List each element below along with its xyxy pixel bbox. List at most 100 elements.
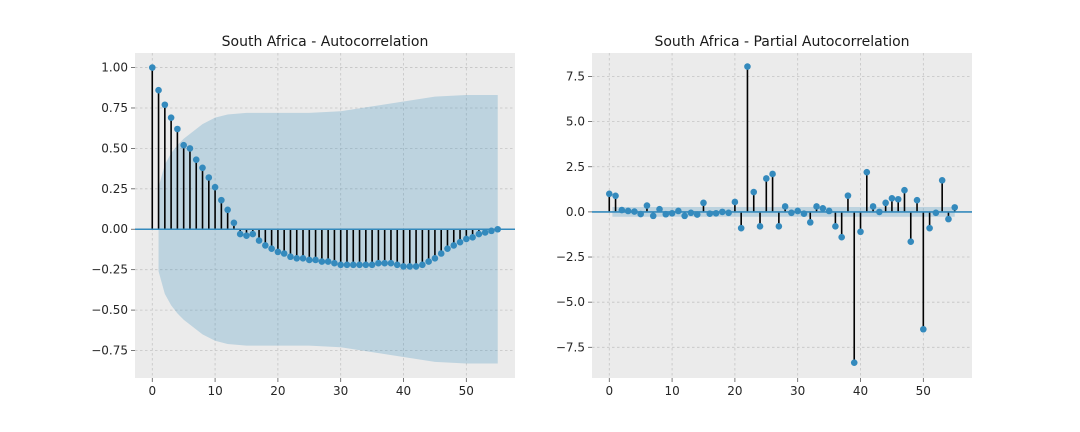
pacf-x-tick-label: 0 <box>605 384 613 398</box>
pacf-point <box>951 204 959 211</box>
acf-y-tick-label: −0.75 <box>91 344 128 358</box>
pacf-y-tick-label: 2.5 <box>566 160 585 174</box>
pacf-point <box>687 209 695 217</box>
acf-point <box>218 196 225 204</box>
pacf-point <box>762 175 770 182</box>
acf-y-tick-label: 0.00 <box>101 222 128 236</box>
pacf-plot-area: 0 10 20 30 40 50 −7.5 −5.0 −2.5 0.0 2.5 5.0 7.5 <box>556 53 972 398</box>
pacf-point <box>693 211 701 218</box>
pacf-x-tick-label: 50 <box>916 384 931 398</box>
acf-y-tick-label: 0.25 <box>101 182 128 196</box>
pacf-point <box>781 203 789 210</box>
pacf-point <box>901 186 908 194</box>
acf-panel: 0 10 20 30 40 50 −0.75 −0.50 −0.25 0.00 0.25 0.50 0.… <box>91 34 515 398</box>
pacf-title: South Africa - Partial Autocorrelation <box>654 34 909 50</box>
acf-point <box>211 183 219 191</box>
acf-point <box>463 235 470 243</box>
acf-point <box>174 125 181 133</box>
acf-point <box>274 248 282 256</box>
acf-point <box>324 258 332 265</box>
pacf-point <box>668 210 676 217</box>
pacf-point <box>706 210 714 217</box>
pacf-point <box>719 208 726 216</box>
acf-point <box>230 219 238 227</box>
acf-point <box>343 261 351 269</box>
acf-point <box>167 114 175 121</box>
pacf-point <box>832 223 839 230</box>
acf-point <box>305 256 313 264</box>
pacf-point <box>725 209 732 217</box>
pacf-point <box>700 199 707 207</box>
acf-point <box>406 263 414 270</box>
pacf-point <box>863 168 871 176</box>
acf-y-tick-label: 0.50 <box>101 141 128 155</box>
acf-point <box>381 259 388 267</box>
acf-point <box>293 255 301 262</box>
pacf-point <box>649 212 657 220</box>
pacf-point <box>876 208 883 216</box>
acf-point <box>444 245 451 252</box>
acf-point <box>419 261 426 269</box>
pacf-point <box>920 325 927 333</box>
acf-plot-area: 0 10 20 30 40 50 −0.75 −0.50 −0.25 0.00 0.25 0.50 0.… <box>91 53 515 398</box>
pacf-point <box>806 219 814 226</box>
pacf-x-tick-label: 40 <box>853 384 868 398</box>
acf-y-tick-label: 0.75 <box>101 101 128 115</box>
acf-point <box>280 250 288 257</box>
pacf-point <box>769 170 776 178</box>
acf-point <box>148 64 156 71</box>
pacf-point <box>844 192 852 199</box>
pacf-point <box>800 210 808 217</box>
acf-point <box>475 230 483 238</box>
acf-point <box>425 258 432 265</box>
acf-point <box>412 263 420 270</box>
pacf-point <box>681 212 688 220</box>
pacf-point <box>731 198 739 206</box>
acf-point <box>450 242 458 249</box>
acf-x-tick-label: 0 <box>148 384 156 398</box>
acf-point <box>481 229 489 236</box>
pacf-point <box>712 210 720 217</box>
pacf-point <box>750 188 758 196</box>
acf-point <box>375 259 382 267</box>
pacf-point <box>945 215 952 223</box>
acf-point <box>180 141 187 149</box>
pacf-point <box>775 223 783 230</box>
acf-point <box>387 259 395 267</box>
pacf-x-tick-label: 20 <box>727 384 742 398</box>
pacf-point <box>857 228 864 236</box>
acf-point <box>155 86 162 94</box>
pacf-y-tick-label: 5.0 <box>566 115 585 129</box>
acf-point <box>205 174 213 181</box>
acf-point <box>400 263 407 270</box>
pacf-point <box>913 196 921 204</box>
pacf-point <box>756 223 764 230</box>
pacf-point <box>932 209 940 217</box>
pacf-point <box>788 209 795 217</box>
pacf-point <box>624 207 632 215</box>
pacf-point <box>850 359 858 366</box>
pacf-point <box>737 224 745 232</box>
acf-point <box>456 238 464 246</box>
acf-x-tick-label: 50 <box>459 384 474 398</box>
pacf-point <box>643 202 651 209</box>
acf-point <box>437 250 445 257</box>
pacf-point <box>926 224 933 232</box>
acf-point <box>331 259 338 267</box>
pacf-point <box>869 203 877 210</box>
acf-point <box>469 234 476 241</box>
acf-point <box>349 261 357 269</box>
acf-point <box>337 261 345 269</box>
acf-point <box>393 261 401 269</box>
pacf-point <box>662 210 670 218</box>
pacf-x-tick-label: 30 <box>790 384 805 398</box>
acf-point <box>161 101 169 109</box>
pacf-panel: 0 10 20 30 40 50 −7.5 −5.0 −2.5 0.0 2.5 5.0 7.5 South… <box>556 34 972 398</box>
pacf-point <box>907 238 915 245</box>
acf-y-tick-label: −0.25 <box>91 263 128 277</box>
acf-x-tick-label: 40 <box>396 384 411 398</box>
acf-y-tick-label: 1.00 <box>101 61 128 75</box>
pacf-point <box>894 195 902 203</box>
pacf-point <box>612 192 619 200</box>
